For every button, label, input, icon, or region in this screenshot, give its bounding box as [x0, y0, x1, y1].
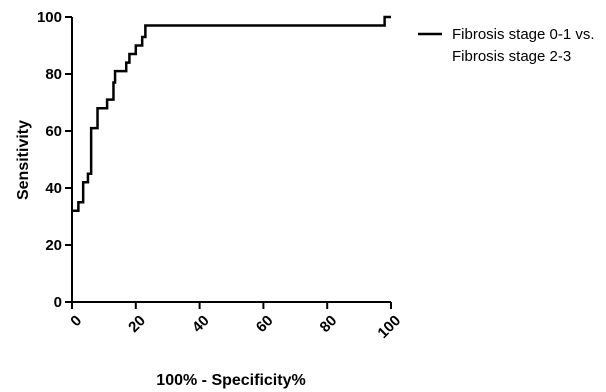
x-axis: 0 20 40 60 80 100: [67, 301, 404, 342]
x-axis-title: 100% - Specificity%: [156, 372, 305, 389]
y-axis: 0 20 40 60 80 100: [37, 9, 73, 311]
y-tick-label: 80: [45, 66, 62, 83]
x-tick-label: 0: [67, 312, 85, 330]
legend: Fibrosis stage 0-1 vs. Fibrosis stage 2-…: [418, 26, 595, 65]
x-ticks: 0 20 40 60 80 100: [67, 302, 404, 342]
legend-label-line-2: Fibrosis stage 2-3: [452, 48, 571, 65]
y-tick-label: 60: [45, 123, 62, 140]
y-ticks: 0 20 40 60 80 100: [37, 9, 72, 311]
y-tick-label: 100: [37, 9, 62, 26]
x-tick-label: 60: [253, 312, 277, 336]
y-tick-label: 0: [54, 294, 62, 311]
roc-curve-line: [72, 15, 391, 213]
x-tick-label: 80: [317, 312, 341, 336]
x-tick-label: 100: [374, 312, 404, 342]
x-tick-label: 20: [125, 312, 149, 336]
y-axis-title: Sensitivity: [15, 120, 32, 200]
y-tick-label: 40: [45, 180, 62, 197]
x-tick-label: 40: [189, 312, 213, 336]
legend-label-line-1: Fibrosis stage 0-1 vs.: [452, 26, 595, 43]
y-tick-label: 20: [45, 237, 62, 254]
